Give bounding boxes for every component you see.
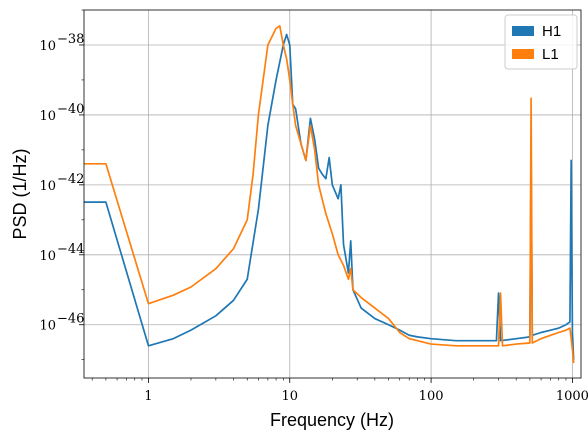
x-tick-label: 100 (419, 389, 444, 404)
legend: H1 L1 (504, 14, 578, 70)
grid (84, 10, 581, 378)
y-tick-label: 10 (39, 109, 56, 124)
y-tick-label: 10 (39, 319, 56, 334)
y-tick-label-exponent: −44 (57, 242, 84, 257)
series-line-l1 (84, 25, 575, 364)
axis-ticks (79, 9, 573, 383)
y-tick-label-exponent: −38 (57, 32, 84, 47)
legend-swatch-h1 (512, 26, 534, 36)
y-axis-label: PSD (1/Hz) (10, 148, 30, 239)
x-axis-label: Frequency (Hz) (270, 410, 394, 430)
x-tick-label: 1 (144, 389, 152, 404)
x-tick-label: 1000 (556, 389, 588, 404)
legend-swatch-l1 (512, 49, 534, 59)
y-tick-label-exponent: −46 (57, 312, 84, 327)
x-tick-label: 10 (281, 389, 298, 404)
y-tick-label-exponent: −40 (57, 102, 84, 117)
legend-label-h1: H1 (542, 23, 561, 40)
y-tick-label-exponent: −42 (57, 172, 84, 187)
y-tick-label: 10 (39, 39, 56, 54)
y-tick-label: 10 (39, 249, 56, 264)
legend-label-l1: L1 (542, 46, 559, 63)
legend-box (504, 14, 578, 70)
y-tick-label: 10 (39, 179, 56, 194)
series-layer (84, 25, 575, 364)
